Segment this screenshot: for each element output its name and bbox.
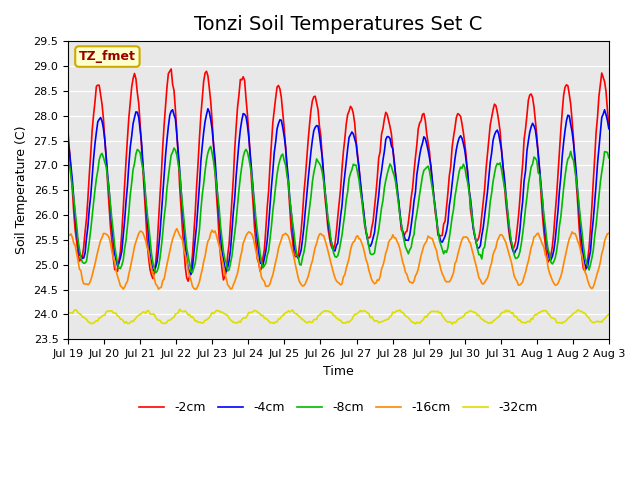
-4cm — [345, 134, 353, 140]
-4cm — [604, 118, 611, 123]
-32cm — [604, 312, 611, 318]
-4cm — [187, 272, 195, 277]
Text: TZ_fmet: TZ_fmet — [79, 50, 136, 63]
-16cm — [191, 287, 199, 292]
-2cm — [605, 123, 612, 129]
-8cm — [152, 270, 159, 276]
-16cm — [604, 231, 611, 237]
-2cm — [168, 66, 175, 72]
-8cm — [605, 155, 612, 161]
-4cm — [605, 126, 612, 132]
-32cm — [176, 306, 184, 312]
-2cm — [64, 131, 72, 136]
-32cm — [605, 312, 612, 317]
-4cm — [64, 139, 72, 144]
-8cm — [83, 258, 90, 264]
-32cm — [83, 316, 90, 322]
-32cm — [344, 319, 351, 324]
-4cm — [100, 126, 108, 132]
-4cm — [83, 235, 90, 241]
-32cm — [533, 312, 541, 318]
Y-axis label: Soil Temperature (C): Soil Temperature (C) — [15, 126, 28, 254]
-2cm — [345, 108, 353, 114]
-4cm — [533, 138, 541, 144]
-8cm — [100, 155, 108, 160]
Line: -8cm: -8cm — [68, 146, 609, 273]
X-axis label: Time: Time — [323, 365, 354, 378]
-16cm — [452, 258, 460, 264]
-16cm — [83, 281, 90, 287]
-8cm — [345, 176, 353, 181]
-2cm — [184, 278, 192, 284]
-8cm — [452, 185, 460, 191]
-16cm — [64, 232, 72, 238]
-32cm — [100, 312, 108, 318]
Line: -16cm: -16cm — [68, 228, 609, 289]
-16cm — [533, 231, 541, 237]
Title: Tonzi Soil Temperatures Set C: Tonzi Soil Temperatures Set C — [195, 15, 483, 34]
-4cm — [452, 146, 460, 152]
-16cm — [173, 226, 180, 231]
-16cm — [605, 230, 612, 236]
Line: -4cm: -4cm — [68, 109, 609, 275]
-32cm — [64, 311, 72, 316]
Line: -2cm: -2cm — [68, 69, 609, 281]
Line: -32cm: -32cm — [68, 309, 609, 324]
-8cm — [533, 158, 541, 164]
-2cm — [604, 107, 611, 112]
Legend: -2cm, -4cm, -8cm, -16cm, -32cm: -2cm, -4cm, -8cm, -16cm, -32cm — [134, 396, 543, 419]
-8cm — [207, 144, 214, 149]
-4cm — [204, 106, 212, 112]
-2cm — [100, 116, 108, 121]
-8cm — [64, 160, 72, 166]
-8cm — [604, 150, 611, 156]
-16cm — [345, 255, 353, 261]
-32cm — [448, 321, 456, 327]
-16cm — [100, 231, 108, 237]
-2cm — [83, 216, 90, 221]
-2cm — [452, 115, 460, 120]
-2cm — [533, 132, 541, 138]
-32cm — [452, 319, 460, 324]
